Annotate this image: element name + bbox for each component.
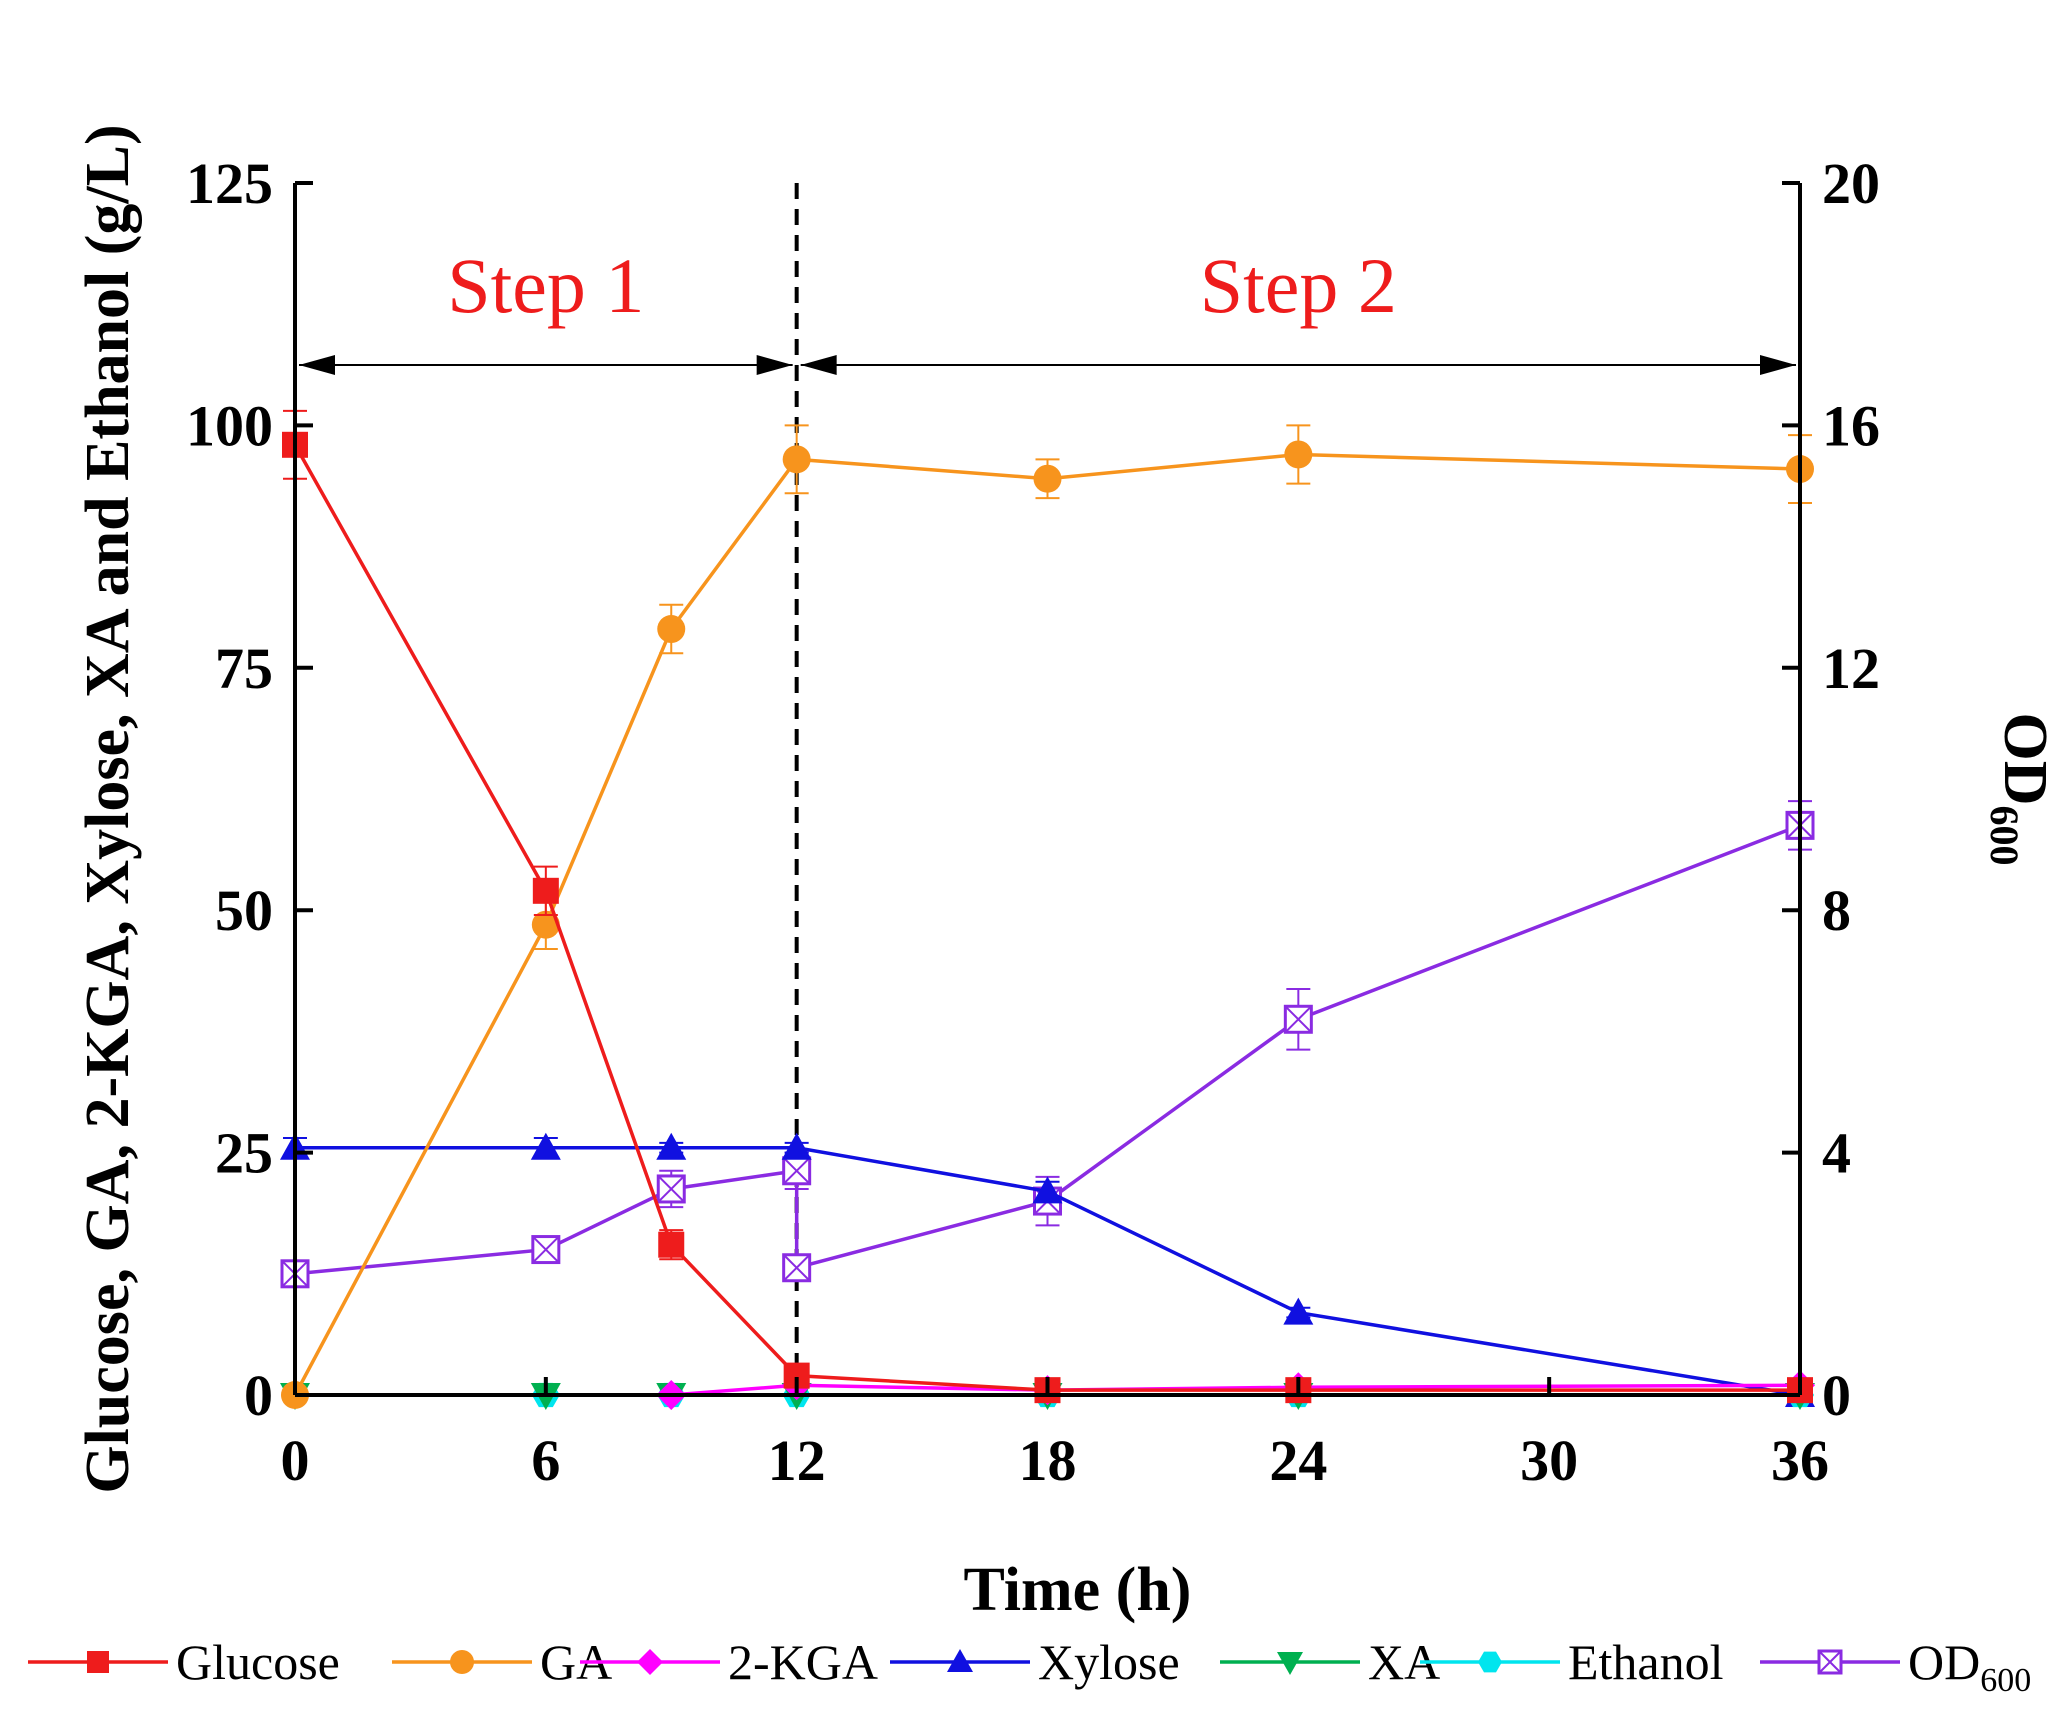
data-point-ga <box>782 445 811 474</box>
legend-marker <box>1817 1649 1843 1675</box>
legend-label: Ethanol <box>1568 1634 1724 1690</box>
y2-title-main: OD <box>1991 713 2050 806</box>
series-line-glucose <box>293 443 1800 1392</box>
x-tick-label: 30 <box>1520 1428 1578 1493</box>
legend-marker-cross-b <box>1818 1650 1842 1674</box>
y-tick-label-right: 16 <box>1822 393 1880 458</box>
data-point-ga <box>1033 464 1062 493</box>
legend-marker <box>450 1650 474 1674</box>
legend-label-main: Ethanol <box>1568 1634 1724 1690</box>
y-tick-label-left: 25 <box>215 1121 273 1186</box>
data-point-od600 <box>531 1235 561 1265</box>
legend-item-glucose: Glucose <box>28 1634 340 1690</box>
y-tick-label-left: 75 <box>215 636 273 701</box>
legend-item-ga: GA <box>392 1634 612 1690</box>
step-annotation-1: Step 1 <box>299 242 793 375</box>
arrow-head <box>800 355 837 375</box>
series-layer <box>280 409 1815 1410</box>
arrow-head <box>756 355 793 375</box>
step-annotations: Step 1 Step 2 <box>299 183 1796 1395</box>
legend-label: Xylose <box>1038 1634 1180 1690</box>
legend-label-main: OD <box>1908 1634 1980 1690</box>
legend-item-2-kga: 2-KGA <box>580 1634 878 1690</box>
series-od600 <box>280 800 1815 1289</box>
x-axis-title: Time (h) <box>964 1556 1192 1624</box>
legend-label-main: 2-KGA <box>728 1634 878 1690</box>
x-tick-label: 6 <box>531 1428 560 1493</box>
data-point-xylose <box>781 1132 812 1160</box>
legend-item-xylose: Xylose <box>890 1634 1180 1690</box>
legend-label-main: Glucose <box>176 1634 340 1690</box>
data-point-od600-cross-b <box>782 1157 811 1185</box>
legend-marker <box>637 1649 663 1675</box>
y-tick-label-right: 20 <box>1822 151 1880 216</box>
y-tick-label-right: 12 <box>1822 636 1880 701</box>
data-point-xylose <box>656 1132 687 1160</box>
legend-label: OD600 <box>1908 1634 2031 1699</box>
data-point-ga <box>1284 440 1313 469</box>
data-point-od600 <box>782 1156 812 1186</box>
legend-label-sub: 600 <box>1980 1662 2031 1699</box>
data-point-od600 <box>656 1174 686 1204</box>
data-point-od600-cross-b <box>1284 1005 1313 1033</box>
y-tick-label-left: 50 <box>215 878 273 943</box>
legend-item-od600: OD600 <box>1760 1634 2031 1699</box>
legend: Glucose GA 2-KGA Xylose XA Ethanol OD600 <box>28 1634 2031 1699</box>
legend-marker <box>947 1649 973 1672</box>
data-point-glucose <box>532 877 559 904</box>
step-annotation-2: Step 2 <box>800 242 1796 375</box>
data-point-xylose <box>1283 1297 1314 1325</box>
legend-marker <box>87 1651 109 1673</box>
arrow-head <box>299 355 335 375</box>
x-tick-label: 24 <box>1269 1428 1327 1493</box>
y-tick-label-left: 0 <box>244 1363 273 1428</box>
x-tick-label: 12 <box>768 1428 826 1493</box>
y-tick-label-left: 125 <box>186 151 273 216</box>
y2-title-sub: 600 <box>1982 806 2027 866</box>
y-tick-label-right: 8 <box>1822 878 1851 943</box>
x-tick-label: 36 <box>1771 1428 1829 1493</box>
legend-marker <box>1478 1651 1502 1673</box>
y-tick-label-left: 100 <box>186 393 273 458</box>
x-tick-label: 18 <box>1019 1428 1077 1493</box>
arrow-head <box>1760 355 1796 375</box>
step-label-1: Step 1 <box>447 242 644 329</box>
y-axis-title-left: Glucose, GA, 2-KGA, Xylose, XA and Ethan… <box>74 124 142 1493</box>
data-point-od600 <box>1283 1004 1313 1034</box>
series-ga <box>281 424 1814 1409</box>
series-xylose <box>280 1132 1815 1407</box>
series-line-od600 <box>294 823 1801 1276</box>
data-point-od600-cross-b <box>532 1235 560 1264</box>
step-label-2: Step 2 <box>1200 242 1397 329</box>
legend-label: Glucose <box>176 1634 340 1690</box>
data-point-ga <box>657 615 686 644</box>
data-point-glucose <box>658 1231 685 1258</box>
y-axis-title-right: OD600 <box>1982 713 2050 866</box>
data-point-xylose <box>1032 1176 1063 1204</box>
legend-item-xa: XA <box>1220 1634 1440 1690</box>
data-point-od600 <box>782 1253 812 1283</box>
series-line-ga <box>293 452 1801 1396</box>
data-point-xylose <box>530 1132 561 1160</box>
y-tick-label-right: 4 <box>1822 1121 1851 1186</box>
x-tick-label: 0 <box>281 1428 310 1493</box>
y-tick-label-right: 0 <box>1822 1363 1851 1428</box>
legend-label: 2-KGA <box>728 1634 878 1690</box>
data-point-ga <box>531 910 560 939</box>
data-point-od600-cross-b <box>782 1254 811 1282</box>
legend-item-ethanol: Ethanol <box>1420 1634 1724 1690</box>
data-point-od600-cross-b <box>657 1175 685 1203</box>
legend-label-main: Xylose <box>1038 1634 1180 1690</box>
legend-marker <box>1277 1652 1303 1675</box>
